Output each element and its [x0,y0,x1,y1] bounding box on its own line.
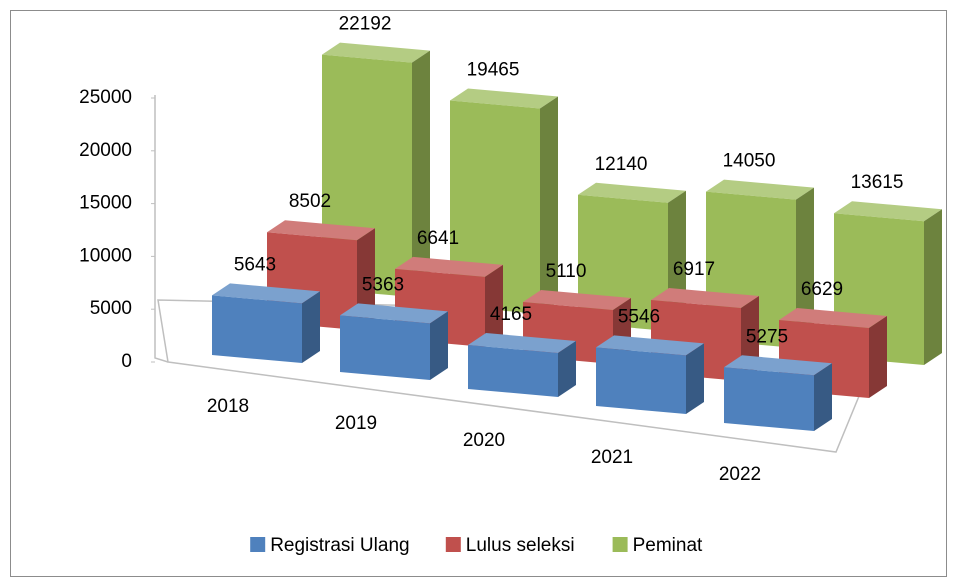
bar-3d [468,333,576,397]
bar-top [468,333,576,354]
bar-side [686,343,704,414]
bar-side [796,187,814,348]
bar-side [924,209,942,365]
value-label: 13615 [851,172,904,193]
bar-side [485,264,503,347]
x-tick-label: 2020 [463,430,505,451]
y-tick-label: 15000 [79,193,132,214]
y-tick-label: 20000 [79,140,132,161]
y-tick-label: 10000 [79,245,132,266]
value-label: 12140 [595,154,648,175]
y-tick-label: 25000 [79,87,132,108]
value-label: 5275 [746,326,788,347]
bar-top [450,88,558,109]
bar-3d [724,355,832,431]
bar-side [302,291,320,363]
bar-3d [596,335,704,414]
bar-top [340,303,448,324]
value-label: 5643 [234,254,276,275]
bar-top [596,335,704,356]
bar [340,315,430,380]
bar [596,347,686,414]
value-label: 14050 [723,151,776,172]
bar-3d [340,303,448,380]
bar-top [267,220,375,241]
value-label: 4165 [490,304,532,325]
bar [468,345,558,397]
x-tick-label: 2019 [335,413,377,434]
value-label: 6641 [417,228,459,249]
bar-side [540,96,558,314]
y-tick-label: 5000 [90,298,132,319]
bar-side [814,363,832,431]
bar-top [779,307,887,328]
bar-top [706,179,814,200]
x-tick-label: 2022 [719,464,761,485]
legend-label: Registrasi Ulang [270,535,409,556]
x-tick-label: 2018 [207,396,249,417]
bar-side [558,341,576,397]
y-axis-wall [154,95,169,363]
legend-swatch [612,537,628,552]
bar-3d [212,283,320,363]
bar-top [578,182,686,203]
value-label: 5363 [362,274,404,295]
bar-side [430,311,448,380]
value-label: 8502 [289,191,331,212]
value-label: 19465 [467,59,520,80]
value-label: 5546 [618,306,660,327]
bar-top [395,256,503,277]
value-label: 6629 [801,279,843,300]
bar-top [724,355,832,376]
value-label: 22192 [339,14,392,35]
bar [450,100,540,314]
legend-swatch [250,537,266,552]
bar-top [322,42,430,63]
x-tick-label: 2021 [591,447,633,468]
bar [724,367,814,431]
bar-top [651,287,759,308]
bar-3d [450,88,558,314]
bar-top [523,290,631,311]
legend-label: Peminat [633,535,703,556]
bar-side [869,315,887,398]
value-label: 6917 [673,259,715,280]
bar-top [212,283,320,304]
value-label: 5110 [546,261,587,282]
bar-top [834,201,942,222]
legend-label: Lulus seleksi [466,535,575,556]
legend-swatch [445,537,461,552]
y-tick-label: 0 [121,351,132,372]
bar [212,295,302,363]
bar-side [412,50,430,297]
